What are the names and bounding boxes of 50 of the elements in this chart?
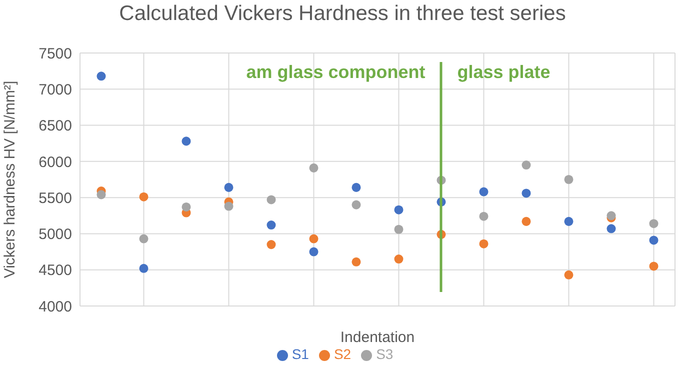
point: [649, 262, 658, 271]
y-tick-label: 6000: [38, 154, 72, 171]
point: [606, 224, 616, 234]
y-tick-label: 5000: [38, 226, 72, 244]
point: [266, 240, 276, 250]
point: [479, 212, 488, 221]
point: [224, 202, 234, 211]
legend-label: S3: [376, 346, 394, 362]
point: [522, 160, 531, 170]
point: [139, 234, 148, 244]
y-tick-label: 6500: [38, 118, 72, 135]
point: [182, 202, 191, 212]
point: [352, 182, 361, 192]
point: [352, 257, 361, 266]
point: [564, 270, 574, 280]
point: [96, 190, 106, 200]
point: [564, 174, 574, 184]
point: [394, 254, 404, 264]
y-tick-label: 7500: [38, 45, 72, 62]
point: [96, 72, 106, 81]
annotation: glass plate: [457, 62, 550, 83]
legend-label: S1: [292, 346, 309, 362]
point: [309, 234, 318, 244]
point: [352, 200, 361, 210]
y-axis-title: Vickers hardness HV [N/mm²]: [1, 80, 18, 278]
point: [182, 136, 191, 146]
legend-label: S2: [334, 346, 352, 362]
chart-title: Calculated Vickers Hardness in three test series: [118, 2, 567, 26]
point: [649, 219, 658, 228]
point: [394, 205, 404, 214]
y-tick-label: 4500: [38, 262, 72, 280]
point: [139, 192, 148, 202]
point: [522, 188, 531, 198]
point: [309, 163, 318, 172]
point: [522, 216, 531, 226]
point: [266, 220, 276, 230]
y-tick-label: 4000: [38, 298, 72, 316]
x-axis-title: Indentation: [340, 329, 415, 346]
point: [224, 182, 234, 192]
point: [564, 216, 574, 226]
point: [649, 236, 658, 245]
point: [309, 247, 318, 256]
point: [266, 195, 276, 204]
point: [139, 264, 148, 273]
y-tick-label: 7000: [38, 81, 72, 98]
point: [479, 239, 488, 248]
annotation: am glass component: [246, 62, 426, 83]
point: [394, 224, 404, 234]
y-tick-label: 5500: [38, 190, 72, 207]
point: [479, 187, 488, 196]
